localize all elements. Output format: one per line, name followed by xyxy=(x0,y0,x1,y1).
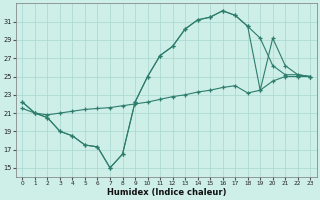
X-axis label: Humidex (Indice chaleur): Humidex (Indice chaleur) xyxy=(107,188,226,197)
